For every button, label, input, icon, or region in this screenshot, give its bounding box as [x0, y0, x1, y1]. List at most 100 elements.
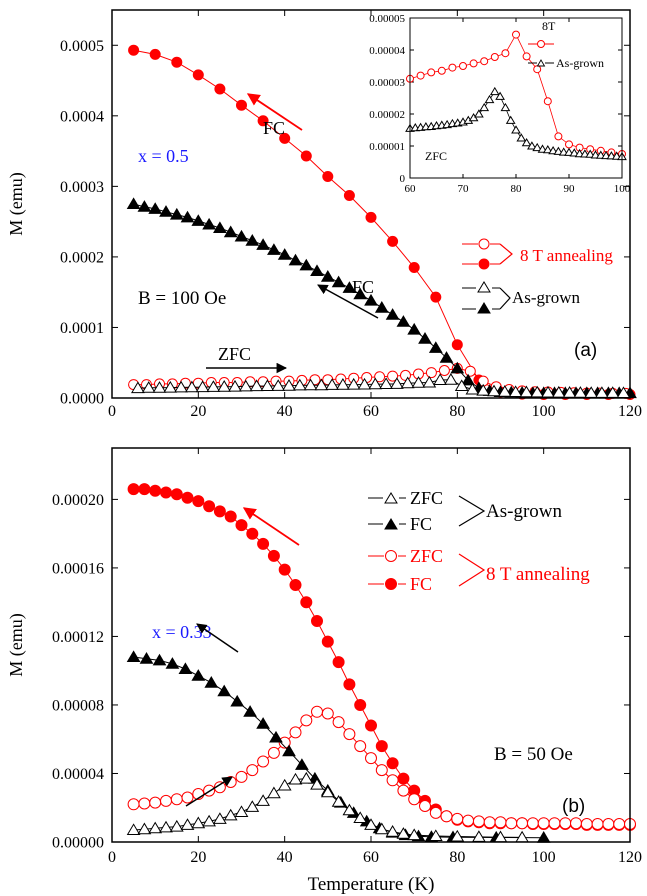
inset-xtick-label: 80: [511, 183, 523, 195]
legend-b-ag-brace: [458, 495, 486, 527]
inset-AG-point: [527, 141, 537, 150]
b-8T_ZFC-point: [559, 817, 572, 830]
a-AG_ZFC-point: [454, 379, 469, 391]
b-AG_ZFC-point: [396, 827, 411, 839]
b-AG_ZFC-point: [310, 777, 324, 790]
a-AG_FC-point: [223, 225, 238, 238]
b-8T_ZFC-point: [462, 814, 475, 827]
a-8T_FC-point: [171, 56, 183, 68]
b-AG_ZFC-point: [159, 820, 173, 833]
b-8T_ZFC-point: [440, 810, 453, 823]
a-xtick-label: 120: [618, 403, 642, 420]
a-AG_ZFC-point: [390, 377, 404, 389]
panel-a-legend: 8 T annealing As-grown: [462, 238, 613, 314]
b-ytick-label: 0.00000: [52, 835, 104, 852]
a-8T_FC-point: [128, 44, 140, 56]
b-AG_ZFC-point: [331, 795, 346, 807]
b-8T_ZFC-point: [289, 726, 302, 739]
b-AG_ZFC-point: [137, 822, 152, 835]
b-8T_ZFC-point: [332, 716, 345, 729]
inset-legend-8t-label: 8T: [542, 19, 556, 33]
inset-legend-ag-label: As-grown: [556, 56, 604, 70]
b-ytick-label: 0.00016: [52, 561, 104, 578]
panel-a-marks: [126, 44, 637, 400]
inset-xtick-label: 100: [614, 183, 631, 195]
a-AG_FC-point: [450, 361, 465, 374]
b-8T_ZFC-point: [160, 794, 172, 807]
legend-a-ag-label: As-grown: [512, 288, 580, 307]
a-AG_ZFC-point: [562, 386, 577, 398]
panel-a-zfc-label: ZFC: [218, 344, 251, 364]
a-AG_ZFC-point: [303, 378, 318, 391]
b-AG_ZFC-point: [353, 811, 368, 823]
a-AG_FC-point: [169, 207, 184, 220]
legend-b-8t-fc-label: FC: [410, 574, 432, 594]
inset-AG-point: [516, 133, 527, 142]
b-8T_ZFC-point: [591, 818, 604, 830]
inset-8T-point: [437, 66, 446, 75]
inset-xtick-label: 60: [405, 183, 417, 195]
b-8T_ZFC-point: [267, 746, 280, 759]
a-8T_FC-point: [300, 150, 312, 162]
inset-legend: 8T As-grown: [528, 19, 604, 70]
a-8T_ZFC-point: [425, 367, 437, 379]
a-8T_ZFC-point: [464, 365, 476, 377]
panel-b-field: B = 50 Oe: [494, 744, 573, 765]
inset-8T-point: [554, 132, 563, 141]
a-AG_FC-point: [320, 270, 335, 282]
a-AG_ZFC-point: [141, 381, 156, 393]
inset-ytick-label: 0.00001: [369, 141, 405, 153]
b-8T_ZFC-point: [321, 707, 334, 720]
a-AG_ZFC-point: [487, 384, 501, 397]
b-8T_ZFC-point: [127, 798, 140, 811]
b-xtick-label: 60: [363, 849, 379, 866]
legend-a-ag-fc-marker: [477, 302, 491, 314]
b-8T_FC-point: [375, 740, 388, 753]
a-8T_ZFC-point: [387, 370, 399, 382]
panel-b-fc-black-arrow: [196, 623, 239, 653]
b-AG_FC-point: [295, 758, 309, 770]
b-8T_FC-point: [127, 483, 140, 496]
b-8T_ZFC-point: [375, 764, 388, 777]
a-8T_FC-point: [365, 211, 377, 223]
b-8T_FC-point: [170, 488, 183, 501]
b-AG_FC-point: [126, 650, 141, 662]
b-AG_FC-line: [133, 656, 544, 839]
b-8T_ZFC-point: [365, 752, 377, 765]
legend-b-8t-zfc-marker: [385, 550, 397, 562]
b-AG_ZFC-point: [126, 823, 141, 835]
inset-AG-point: [479, 102, 490, 112]
a-8T_FC-point: [279, 132, 291, 144]
inset-AG-point: [548, 146, 558, 155]
inset-8T-point: [522, 52, 531, 61]
a-8T_ZFC-point: [374, 371, 386, 383]
a-AG_ZFC-point: [465, 382, 480, 395]
b-8T_FC-point: [257, 537, 270, 550]
a-AG_FC-point: [267, 243, 281, 255]
a-AG_ZFC-point: [260, 379, 275, 391]
inset-AG-point: [564, 147, 574, 156]
inset-8T-point: [416, 71, 425, 80]
a-AG_ZFC-point: [368, 377, 383, 390]
inset-8T-point: [448, 63, 457, 72]
b-8T_FC-point: [332, 656, 345, 669]
a-xtick-label: 80: [449, 403, 465, 420]
legend-b-8t-label: 8 T annealing: [486, 564, 590, 585]
b-8T_ZFC-point: [170, 793, 183, 806]
a-xtick-label: 0: [108, 403, 116, 420]
b-AG_ZFC-point: [277, 778, 292, 791]
panel-a-composition: x = 0.5: [138, 146, 189, 166]
b-AG_FC-point: [152, 653, 167, 666]
b-8T_ZFC-point: [257, 755, 270, 768]
b-8T_ZFC-point: [494, 816, 507, 829]
a-AG_FC-point: [245, 234, 260, 246]
b-AG_ZFC-point: [223, 808, 238, 821]
inset-ytick-label: 0.00003: [369, 77, 405, 89]
inset-legend-ag-marker: [536, 59, 546, 67]
b-AG_FC-point: [230, 694, 245, 707]
b-AG_ZFC-point: [515, 830, 529, 843]
a-8T_FC-point: [214, 83, 226, 95]
b-8T_ZFC-point: [397, 784, 410, 797]
legend-b-8t-zfc-label: ZFC: [410, 546, 443, 566]
b-8T_ZFC-point: [472, 815, 485, 828]
